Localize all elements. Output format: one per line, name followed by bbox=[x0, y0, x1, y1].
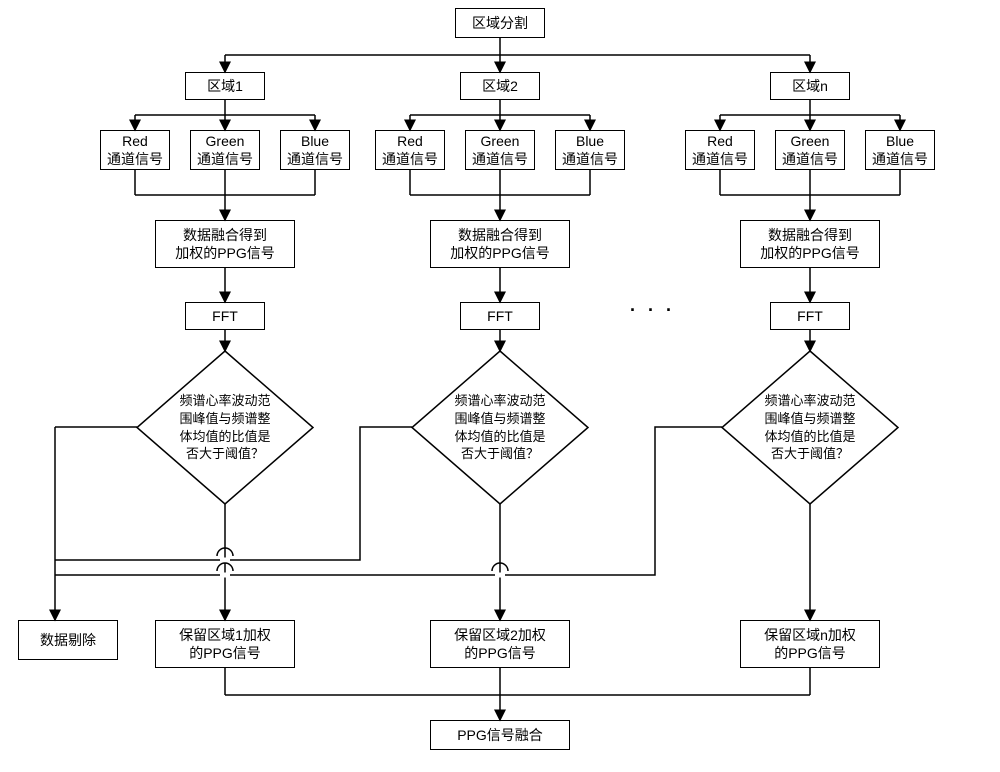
r1-red: Red 通道信号 bbox=[100, 130, 170, 170]
region1-title: 区域1 bbox=[185, 72, 265, 100]
root-label: 区域分割 bbox=[472, 14, 528, 32]
r1-decision: 频谱心率波动范 围峰值与频谱整 体均值的比值是 否大于阈值？ bbox=[136, 350, 314, 505]
r2-green: Green 通道信号 bbox=[465, 130, 535, 170]
r2-decision: 频谱心率波动范 围峰值与频谱整 体均值的比值是 否大于阈值？ bbox=[411, 350, 589, 505]
ellipsis: . . . bbox=[630, 295, 675, 316]
rn-keep: 保留区域n加权 的PPG信号 bbox=[740, 620, 880, 668]
region2-title: 区域2 bbox=[460, 72, 540, 100]
r1-fft: FFT bbox=[185, 302, 265, 330]
r2-fft: FFT bbox=[460, 302, 540, 330]
rn-decision: 频谱心率波动范 围峰值与频谱整 体均值的比值是 否大于阈值？ bbox=[721, 350, 899, 505]
r2-fusion: 数据融合得到 加权的PPG信号 bbox=[430, 220, 570, 268]
r1-green: Green 通道信号 bbox=[190, 130, 260, 170]
rn-green: Green 通道信号 bbox=[775, 130, 845, 170]
rn-fft: FFT bbox=[770, 302, 850, 330]
r1-keep: 保留区域1加权 的PPG信号 bbox=[155, 620, 295, 668]
root-box: 区域分割 bbox=[455, 8, 545, 38]
reject-box: 数据剔除 bbox=[18, 620, 118, 660]
rn-fusion: 数据融合得到 加权的PPG信号 bbox=[740, 220, 880, 268]
region1-title-label: 区域1 bbox=[207, 77, 243, 95]
rn-blue: Blue 通道信号 bbox=[865, 130, 935, 170]
r2-keep: 保留区域2加权 的PPG信号 bbox=[430, 620, 570, 668]
r2-red: Red 通道信号 bbox=[375, 130, 445, 170]
r2-blue: Blue 通道信号 bbox=[555, 130, 625, 170]
r1-blue: Blue 通道信号 bbox=[280, 130, 350, 170]
rn-red: Red 通道信号 bbox=[685, 130, 755, 170]
regionn-title: 区域n bbox=[770, 72, 850, 100]
r1-fusion: 数据融合得到 加权的PPG信号 bbox=[155, 220, 295, 268]
final-box: PPG信号融合 bbox=[430, 720, 570, 750]
